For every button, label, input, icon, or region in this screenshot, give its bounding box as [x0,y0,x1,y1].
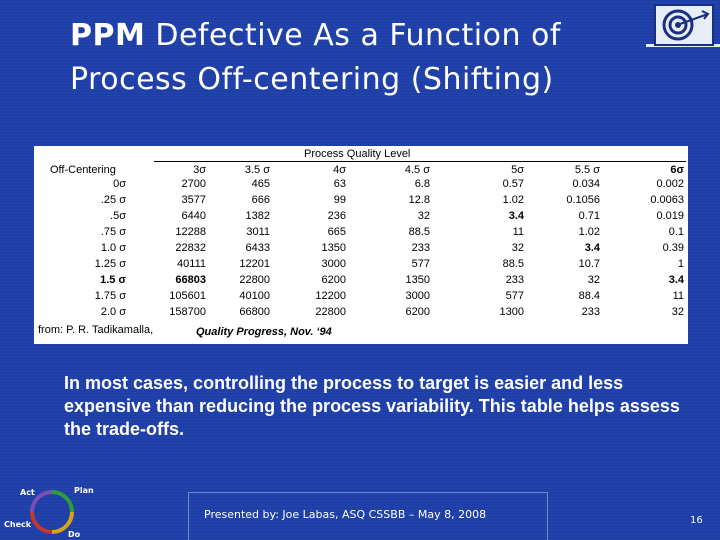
pdca-do-label: Do [68,530,81,539]
table-cell: 40100 [239,290,270,302]
table-cell: 1350 [405,274,430,286]
table-cell: 6200 [405,306,430,318]
table-header: Process Quality Level [304,148,411,160]
row-label: 0σ [113,178,126,190]
table-cell: 3.4 [584,242,600,254]
slide-title-line-1: PPM Defective As a Function of [70,18,561,53]
table-cell: 6433 [245,242,270,254]
pdca-check-label: Check [4,520,32,529]
table-cell: 22800 [315,306,346,318]
column-header: 5σ [511,164,524,176]
table-cell: 1.02 [502,194,524,206]
table-cell: 66803 [175,274,206,286]
table-cell: 12200 [315,290,346,302]
table-cell: 1350 [321,242,346,254]
table-cell: 0.39 [662,242,684,254]
table-cell: 32 [417,210,430,222]
pdca-cycle-icon: Act Plan Check Do [2,482,112,540]
table-cell: 99 [333,194,346,206]
table-cell: 233 [411,242,430,254]
pdca-plan-label: Plan [74,486,94,495]
row-label: 1.5 σ [100,274,126,286]
row-label: .25 σ [100,194,126,206]
table-cell: 32 [671,306,684,318]
table-cell: 3000 [321,258,346,270]
column-header: 4.5 σ [404,164,430,176]
table-cell: 666 [251,194,270,206]
table-cell: 0.57 [502,178,524,190]
column-header: 4σ [333,164,346,176]
target-logo-icon [654,4,714,46]
table-cell: 0.1 [668,226,684,238]
table-cell: 665 [327,226,346,238]
table-cell: 88.4 [578,290,600,302]
page-number: 16 [690,515,703,526]
table-cell: 6440 [181,210,206,222]
table-cell: 11 [672,290,684,302]
row-label: .75 σ [100,226,126,238]
table-cell: 577 [505,290,524,302]
row-label: 2.0 σ [100,306,126,318]
column-header: 3.5 σ [244,164,270,176]
table-cell: 465 [251,178,270,190]
table-cell: 3000 [405,290,430,302]
table-cell: 0.019 [656,210,684,222]
row-label: 1.25 σ [94,258,126,270]
table-cell: 1382 [245,210,270,222]
table-cell: 3011 [246,226,270,238]
table-cell: 63 [333,178,346,190]
table-cell: 2700 [181,178,206,190]
slide-title-line-2: Process Off-centering (Shifting) [70,62,554,97]
footer-frame [188,492,548,540]
table-cell: 105601 [169,290,206,302]
column-header: 6σ [670,164,684,176]
table-cell: 0.034 [572,178,600,190]
table-cell: 0.1056 [566,194,600,206]
table-cell: 12.8 [408,194,430,206]
table-cell: 88.5 [408,226,430,238]
table-cell: 577 [411,258,430,270]
table-cell: 233 [505,274,524,286]
table-cell: 158700 [169,306,206,318]
table-cell: 32 [587,274,600,286]
table-cell: 22800 [239,274,270,286]
title-rest: Defective As a Function of [145,18,561,53]
table-cell: 40111 [177,258,206,270]
table-cell: 6200 [321,274,346,286]
column-header: 3σ [193,164,206,176]
table-cell: 236 [327,210,346,222]
table-cell: 6.8 [414,178,430,190]
table-cell: 0.002 [656,178,684,190]
table-cell: 3.4 [668,274,684,286]
row-label: .5σ [110,210,126,222]
table-cell: 12201 [239,258,270,270]
table-cell: 32 [511,242,524,254]
table-cell: 0.71 [578,210,600,222]
ppm-table: Process Quality Level Off-Centering 3σ 3.… [34,146,688,344]
title-ppm: PPM [70,18,146,53]
column-header: 5.5 σ [574,164,600,176]
table-cell: 12288 [175,226,206,238]
body-text: In most cases, controlling the process t… [64,373,680,439]
row-header-label: Off-Centering [50,164,116,176]
table-cell: 11 [512,226,524,238]
source-text: from: P. R. Tadikamalla, [38,324,154,336]
table-cell: 66800 [239,306,270,318]
header-rule [154,161,686,162]
row-label: 1.0 σ [100,242,126,254]
table-cell: 1300 [499,306,524,318]
table-cell: 0.0063 [650,194,684,206]
citation-text: Quality Progress, Nov. ‘94 [196,326,332,338]
pdca-act-label: Act [20,488,35,497]
table-cell: 1 [677,258,684,270]
table-cell: 3.4 [508,210,524,222]
table-cell: 233 [581,306,600,318]
table-cell: 88.5 [502,258,524,270]
table-cell: 10.7 [578,258,600,270]
table-cell: 3577 [181,194,206,206]
row-label: 1.75 σ [94,290,126,302]
table-cell: 22832 [175,242,206,254]
table-cell: 1.02 [578,226,600,238]
footer-text: Presented by: Joe Labas, ASQ CSSBB – May… [204,508,487,521]
